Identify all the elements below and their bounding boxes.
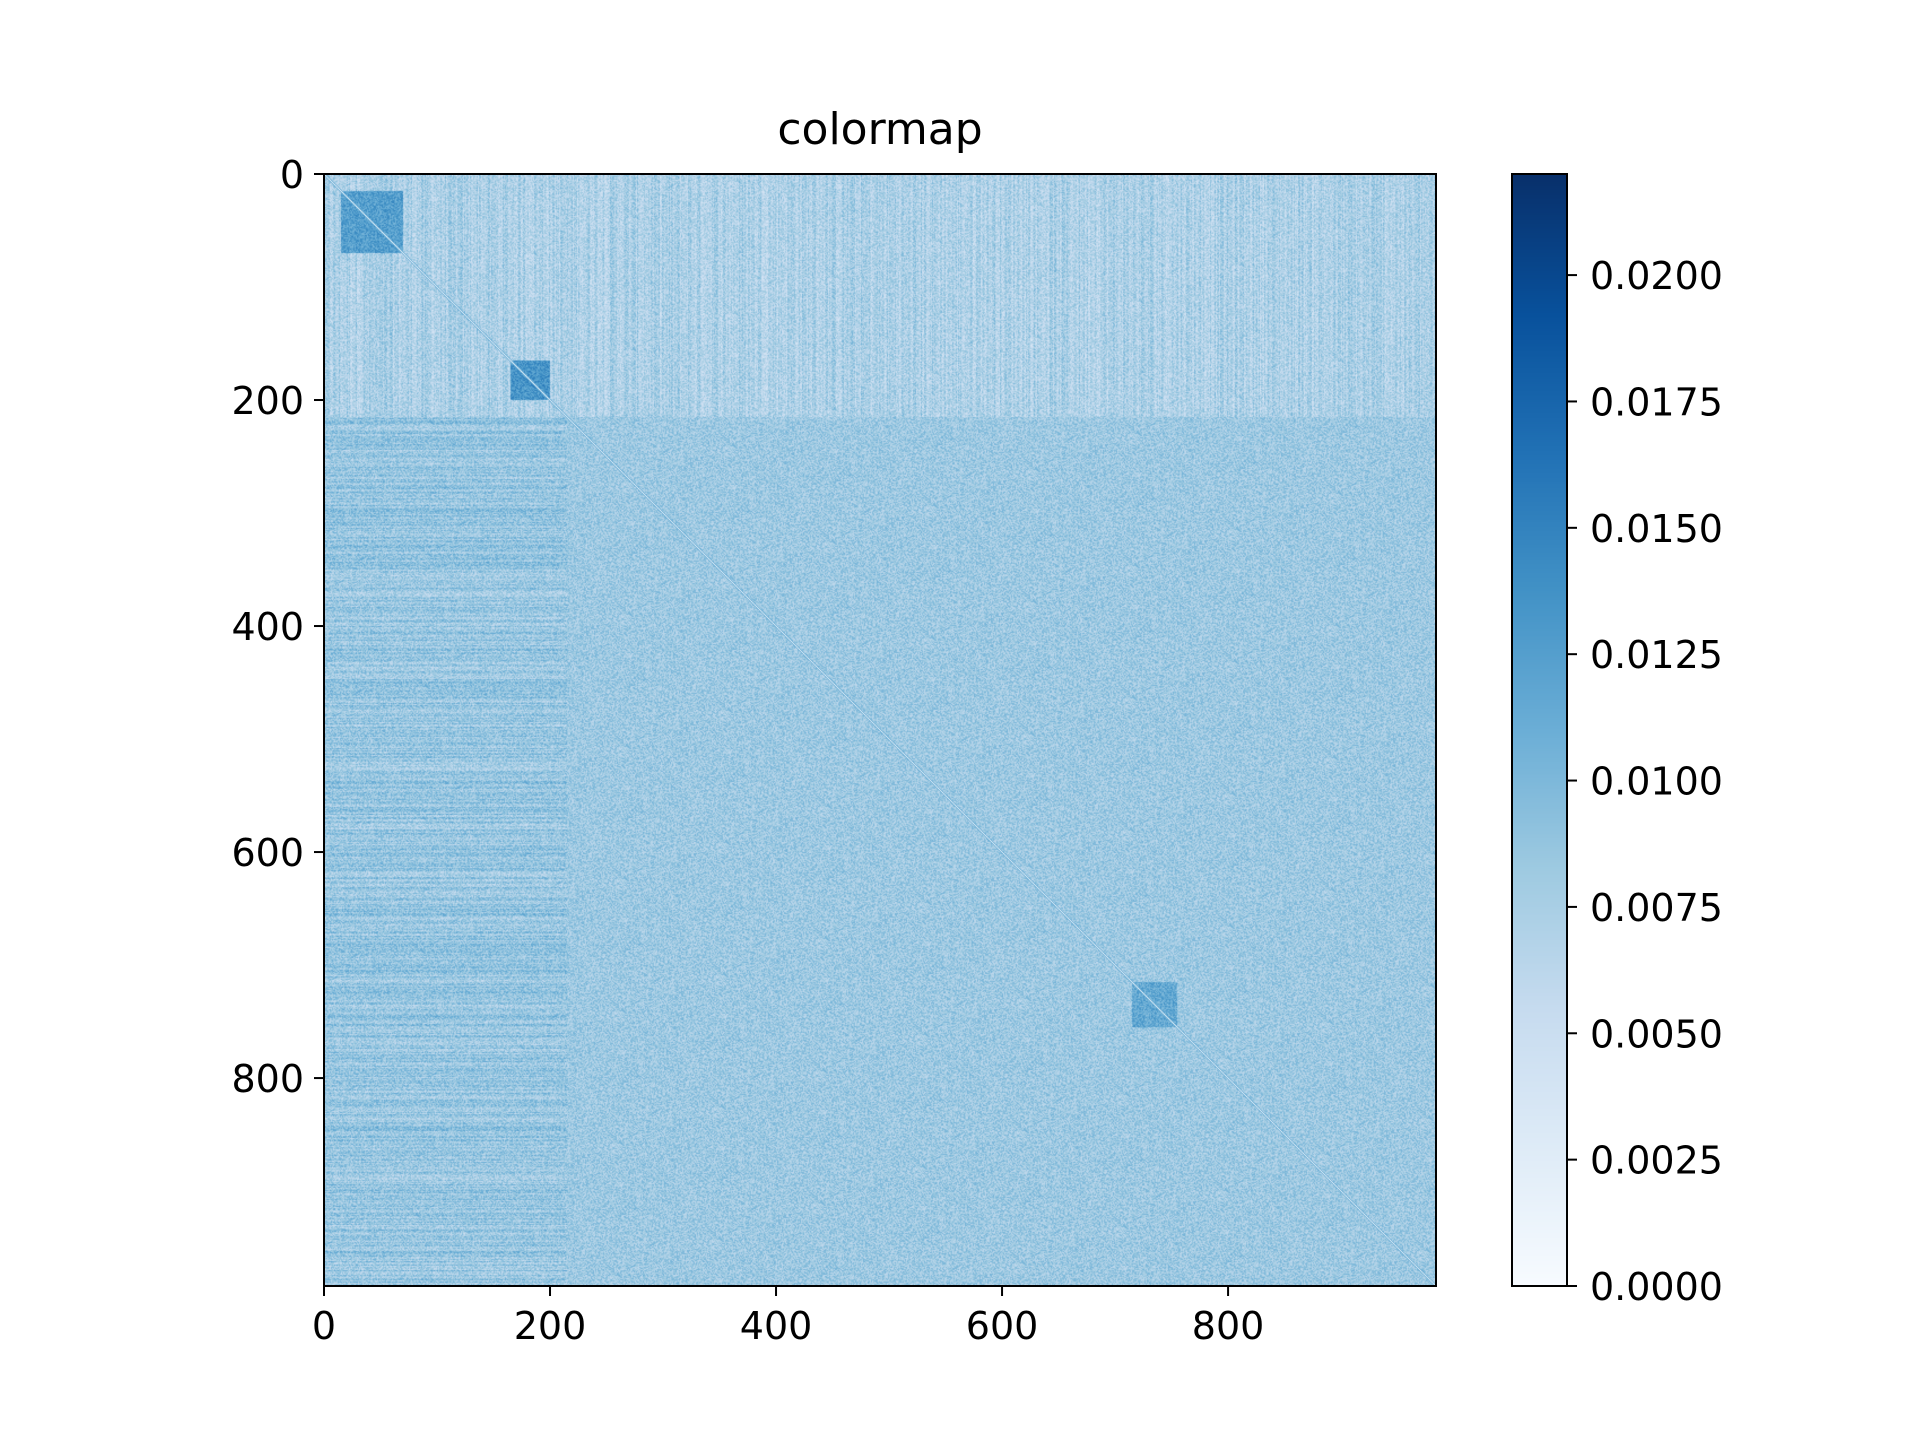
y-axis: 0 200 400 600 800 [231, 153, 324, 1101]
y-tick-label: 200 [231, 379, 304, 423]
x-tick-label: 0 [312, 1304, 336, 1348]
colorbar-tick-label: 0.0125 [1590, 633, 1723, 677]
colorbar-axis: 0.0000 0.0025 0.0050 0.0075 0.0100 0.0125 0.01… [1567, 254, 1723, 1309]
y-tick-label: 600 [231, 831, 304, 875]
colorbar-tick-label: 0.0150 [1590, 507, 1723, 551]
colorbar-tick-label: 0.0100 [1590, 760, 1723, 804]
colorbar-tick-label: 0.0000 [1590, 1265, 1723, 1309]
heatmap-plot-area [324, 174, 1436, 1286]
plot-frame [323, 173, 1437, 1287]
colorbar-tick-label: 0.0200 [1590, 254, 1723, 298]
colorbar-tick-label: 0.0175 [1590, 380, 1723, 424]
y-tick-label: 800 [231, 1057, 304, 1101]
colorbar-tick-label: 0.0025 [1590, 1139, 1723, 1183]
x-axis: 0 200 400 600 800 [312, 1286, 1264, 1348]
chart-title: colormap [777, 104, 983, 155]
colorbar-frame [1511, 173, 1568, 1287]
x-tick-label: 600 [966, 1304, 1039, 1348]
colorbar-tick-label: 0.0075 [1590, 886, 1723, 930]
colorbar-gradient [1512, 174, 1567, 1286]
y-tick-label: 0 [280, 153, 304, 197]
x-tick-label: 400 [740, 1304, 813, 1348]
x-tick-label: 200 [514, 1304, 587, 1348]
colorbar-tick-label: 0.0050 [1590, 1012, 1723, 1056]
y-tick-label: 400 [231, 605, 304, 649]
x-tick-label: 800 [1192, 1304, 1265, 1348]
